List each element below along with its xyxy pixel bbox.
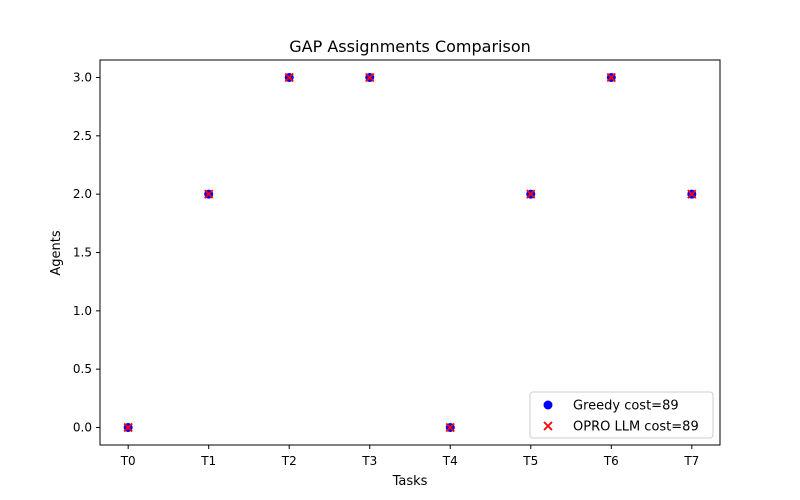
x-tick-label: T6 <box>603 454 619 468</box>
x-axis-label: Tasks <box>392 474 428 489</box>
chart-title: GAP Assignments Comparison <box>289 37 531 56</box>
legend-box <box>529 391 714 439</box>
legend-marker-0 <box>543 400 553 410</box>
x-tick-label: T2 <box>281 454 297 468</box>
data-point-series-1 <box>606 72 616 83</box>
data-point-series-1 <box>204 189 214 199</box>
x-axis: T0 T1 T2 T3 T4 T5 T6 T7 <box>120 445 699 468</box>
y-tick-label: 2.0 <box>73 187 92 201</box>
x-tick-label: T5 <box>522 454 538 468</box>
y-tick-label: 2.5 <box>73 129 92 143</box>
data-point-series-1 <box>123 422 133 433</box>
y-tick-label: 3.0 <box>73 71 92 85</box>
data-point-series-1 <box>526 189 536 199</box>
y-tick-label: 0.5 <box>73 362 92 376</box>
legend-label-0: Greedy cost=89 <box>573 399 679 414</box>
y-tick-label: 1.5 <box>73 246 92 260</box>
x-tick-label: T0 <box>120 454 136 468</box>
y-tick-label: 0.0 <box>73 421 92 435</box>
data-point-series-1 <box>284 72 294 83</box>
y-axis: 0.0 0.5 1.0 1.5 2.0 2.5 3.0 <box>73 71 100 435</box>
plot-marks <box>123 72 697 433</box>
x-tick-label: T1 <box>200 454 216 468</box>
data-point-series-1 <box>445 422 455 433</box>
x-tick-label: T7 <box>683 454 699 468</box>
x-tick-label: T3 <box>361 454 377 468</box>
legend-marker-1 <box>543 421 553 431</box>
x-tick-label: T4 <box>442 454 458 468</box>
y-axis-label: Agents <box>49 230 64 275</box>
y-tick-label: 1.0 <box>73 304 92 318</box>
legend: Greedy cost=89 OPRO LLM cost=89 <box>529 391 714 439</box>
data-point-series-1 <box>687 189 697 199</box>
data-point-series-1 <box>365 72 375 83</box>
legend-label-1: OPRO LLM cost=89 <box>573 420 699 435</box>
